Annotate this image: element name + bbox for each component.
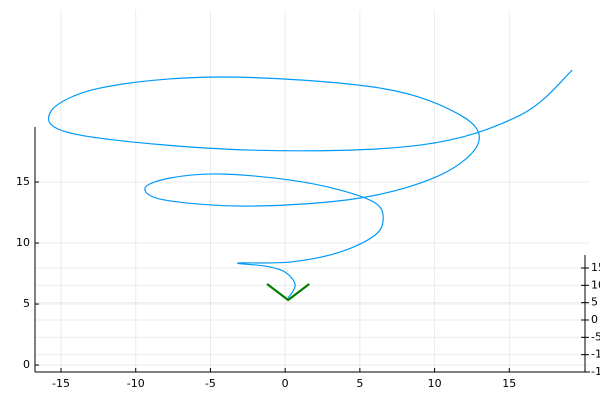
line-series bbox=[47, 69, 573, 299]
line-series bbox=[266, 283, 310, 302]
x-tick-label: 10 bbox=[428, 377, 442, 390]
z-tick-label: 0 bbox=[591, 313, 598, 326]
x-tick-label: 15 bbox=[502, 377, 516, 390]
y-tick-label: 15 bbox=[16, 175, 30, 188]
y-tick-label: 0 bbox=[23, 358, 30, 371]
x-tick-label: -15 bbox=[52, 377, 70, 390]
x-tick-label: 0 bbox=[282, 377, 289, 390]
x-tick-label: -5 bbox=[205, 377, 216, 390]
z-tick-label: 15 bbox=[591, 261, 600, 274]
y-tick-label: 10 bbox=[16, 236, 30, 249]
x-tick-label: 5 bbox=[356, 377, 363, 390]
z-tick-label: -15 bbox=[591, 365, 600, 378]
z-tick-label: 5 bbox=[591, 296, 598, 309]
z-tick-label: -5 bbox=[591, 330, 600, 343]
y-tick-label: 5 bbox=[23, 297, 30, 310]
z-tick-label: -10 bbox=[591, 348, 600, 361]
z-tick-label: 10 bbox=[591, 278, 600, 291]
x-tick-label: -10 bbox=[127, 377, 145, 390]
